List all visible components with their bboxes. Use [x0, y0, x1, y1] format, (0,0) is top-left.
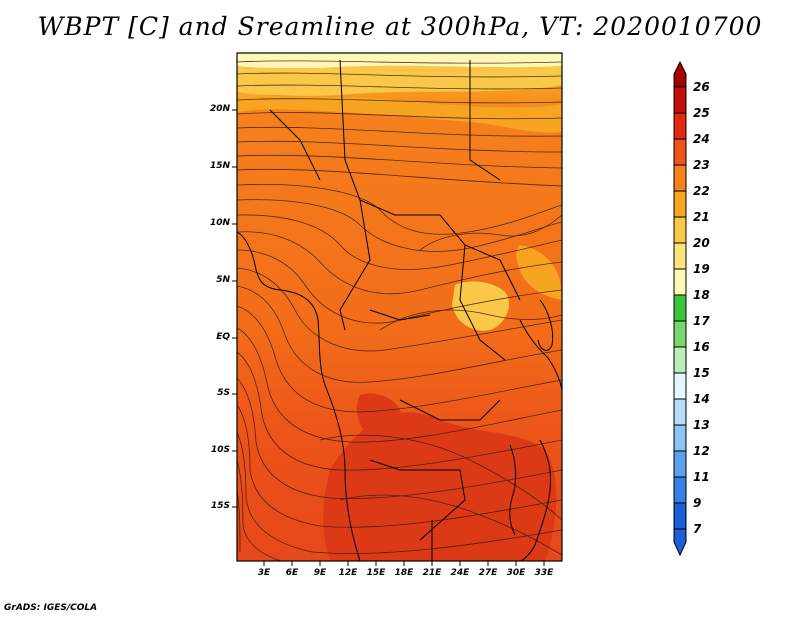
- lat-label-10s: 10S: [210, 445, 230, 455]
- colorbar-label-15: 15: [693, 366, 710, 380]
- colorbar-label-25: 25: [693, 106, 710, 120]
- colorbar: [673, 60, 687, 557]
- wbpt-field: [237, 53, 562, 561]
- lat-label-20n: 20N: [209, 104, 230, 114]
- lat-ticks: [232, 109, 237, 508]
- colorbar-label-16: 16: [693, 340, 710, 354]
- lon-label-33e: 33E: [534, 568, 554, 578]
- lon-label-21e: 21E: [422, 568, 442, 578]
- lat-label-5n: 5N: [216, 275, 230, 285]
- grads-credit: GrADS: IGES/COLA: [4, 603, 98, 613]
- colorbar-label-19: 19: [693, 262, 710, 276]
- colorbar-label-17: 17: [693, 314, 710, 328]
- lat-label-eq: EQ: [216, 332, 230, 342]
- colorbar-label-23: 23: [693, 158, 710, 172]
- colorbar-top-arrow: [673, 60, 687, 88]
- colorbar-label-26: 26: [693, 80, 710, 94]
- colorbar-label-21: 21: [693, 210, 710, 224]
- lon-ticks: [263, 561, 545, 566]
- coastlines: [237, 59, 562, 561]
- colorbar-label-9: 9: [693, 496, 702, 510]
- lon-label-30e: 30E: [506, 568, 526, 578]
- streamlines: [237, 60, 562, 561]
- colorbar-label-20: 20: [693, 236, 710, 250]
- colorbar-label-22: 22: [693, 184, 710, 198]
- lat-label-10n: 10N: [209, 218, 230, 228]
- colorbar-label-13: 13: [693, 418, 710, 432]
- lon-label-12e: 12E: [338, 568, 358, 578]
- lon-label-6e: 6E: [285, 568, 299, 578]
- colorbar-label-24: 24: [693, 132, 710, 146]
- colorbar-label-14: 14: [693, 392, 710, 406]
- lon-label-15e: 15E: [366, 568, 386, 578]
- lat-label-15s: 15S: [210, 501, 230, 511]
- map-title: WBPT [C] and Sreamline at 300hPa, VT: 20…: [37, 12, 763, 41]
- lat-label-5s: 5S: [217, 388, 230, 398]
- colorbar-label-18: 18: [693, 288, 710, 302]
- colorbar-label-12: 12: [693, 444, 710, 458]
- map-frame: [236, 52, 563, 562]
- colorbar-label-7: 7: [693, 522, 702, 536]
- colorbar-label-11: 11: [693, 470, 710, 484]
- lon-label-27e: 27E: [478, 568, 498, 578]
- lon-label-24e: 24E: [450, 568, 470, 578]
- lon-label-18e: 18E: [394, 568, 414, 578]
- colorbar-bottom-arrow: [673, 528, 687, 557]
- lat-label-15n: 15N: [209, 161, 230, 171]
- lon-label-9e: 9E: [313, 568, 327, 578]
- lon-label-3e: 3E: [257, 568, 271, 578]
